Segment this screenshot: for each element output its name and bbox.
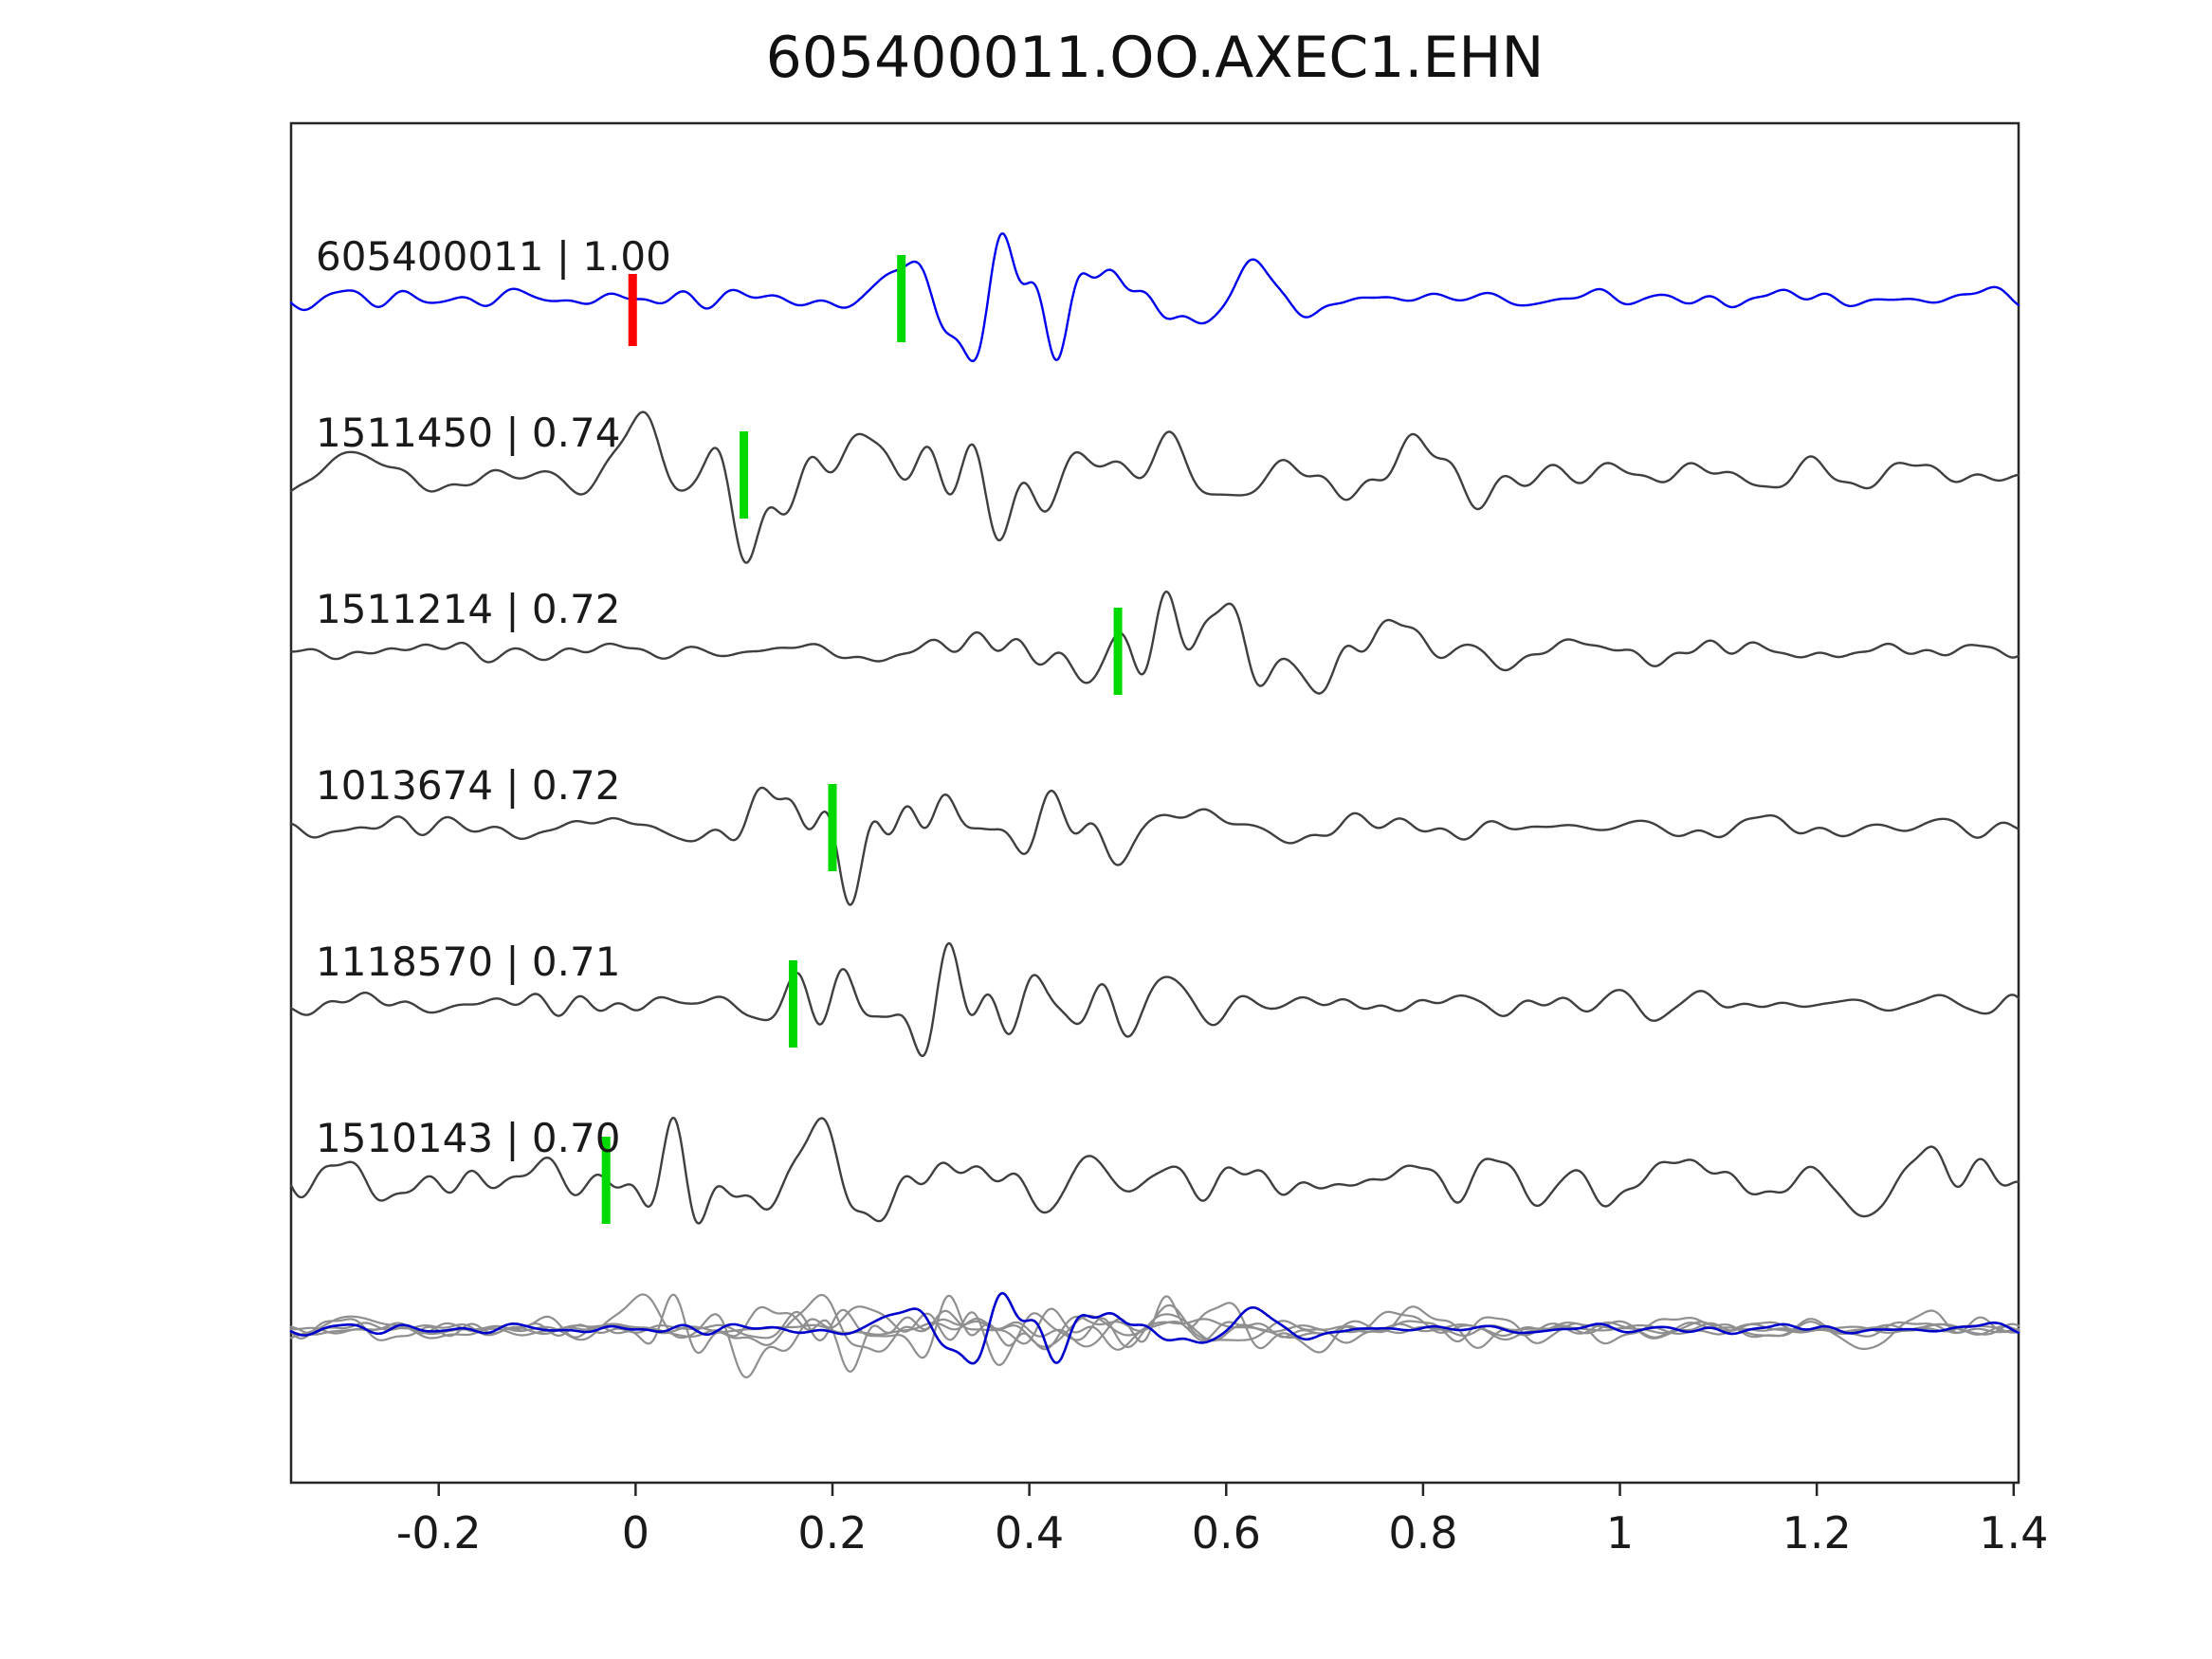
x-tick-label: 1.2: [1782, 1507, 1852, 1559]
x-tick-label: 0: [622, 1507, 649, 1559]
trace-label-1013674: 1013674 | 0.72: [316, 762, 620, 809]
overlay-trace-1510143: [289, 1293, 2020, 1355]
chart-title: 605400011.OO.AXEC1.EHN: [765, 25, 1545, 91]
trace-1118570: [289, 941, 2020, 1058]
trace-605400011: [289, 232, 2020, 363]
trace-label-1510143: 1510143 | 0.70: [316, 1115, 620, 1161]
overlay-trace-1118570: [289, 1294, 2020, 1359]
overlay-trace-605400011: [289, 1291, 2020, 1365]
trace-label-605400011: 605400011 | 1.00: [316, 233, 671, 280]
x-tick-label: 0.8: [1388, 1507, 1457, 1559]
x-tick-label: -0.2: [396, 1507, 482, 1559]
x-tick-label: 1: [1606, 1507, 1634, 1559]
trace-1511450: [289, 410, 2020, 564]
trace-label-1118570: 1118570 | 0.71: [316, 939, 620, 985]
x-tick-label: 0.2: [797, 1507, 867, 1559]
trace-label-1511450: 1511450 | 0.74: [316, 410, 620, 456]
x-tick-label: 0.6: [1192, 1507, 1261, 1559]
plot-frame: [289, 121, 2020, 1485]
x-tick-label: 1.4: [1979, 1507, 2048, 1559]
trace-1510143: [289, 1116, 2020, 1225]
trace-label-1511214: 1511214 | 0.72: [316, 586, 620, 632]
trace-1013674: [289, 786, 2020, 906]
x-tick-label: 0.4: [995, 1507, 1064, 1559]
trace-1511214: [289, 590, 2020, 695]
